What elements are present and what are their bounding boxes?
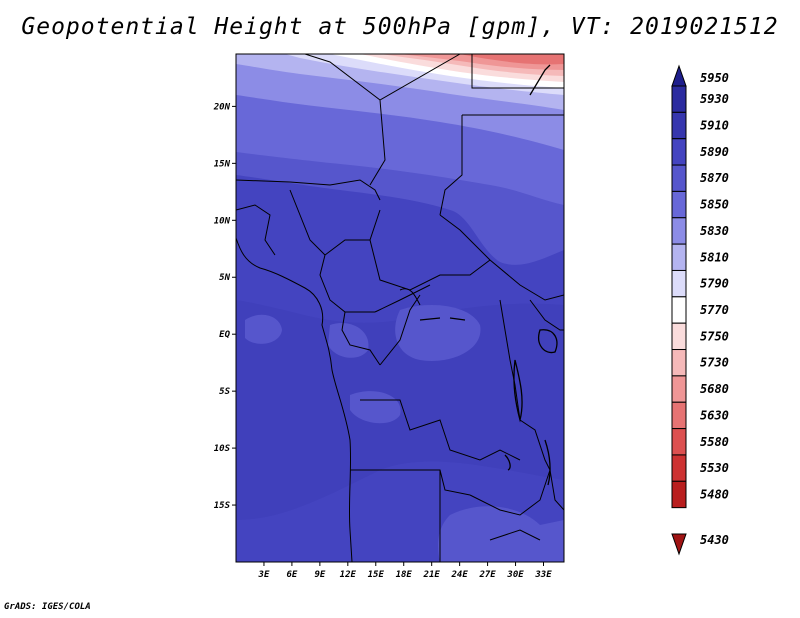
country-borders: [236, 54, 564, 562]
lakes: [419, 64, 558, 486]
lon-tick-label: 9E: [314, 570, 325, 580]
border-small-1: [399, 288, 421, 306]
lon-tick-label: 33E: [534, 570, 552, 580]
legend-label: 5680: [700, 382, 729, 396]
border-congo-drc: [379, 294, 421, 366]
field-blob-a: [245, 314, 282, 344]
legend-swatch: [671, 322, 687, 351]
lat-tick-label: 5S: [219, 387, 230, 397]
height-field: [236, 54, 564, 562]
map-frame: [235, 53, 565, 563]
border-drc-east: [499, 299, 521, 421]
lat-tick-label: EQ: [219, 330, 230, 340]
border-gabon: [341, 311, 381, 366]
legend-swatch: [671, 269, 687, 298]
lat-tick-label: 20N: [213, 102, 231, 112]
lon-tick-label: 12E: [340, 570, 357, 580]
border-chad-sudan: [439, 115, 463, 216]
legend-swatch: [671, 190, 687, 219]
legend-swatch: [671, 401, 687, 430]
legend-swatch: [671, 454, 687, 482]
grads-credit: GrADS: IGES/COLA: [4, 602, 91, 612]
legend-label: 5870: [700, 171, 729, 185]
lon-tick-label: 21E: [423, 570, 441, 580]
lat-tick-label: 10S: [214, 444, 231, 454]
border-congo-car: [374, 284, 431, 313]
border-car: [369, 239, 491, 291]
lake-malawi: [544, 439, 551, 486]
legend-label: 5810: [700, 250, 729, 264]
border-kenya: [529, 299, 564, 331]
river-marks: [419, 317, 466, 321]
lat-tick-label: 15N: [214, 159, 231, 169]
legend-swatch: [671, 217, 687, 245]
lake-tanganyika: [513, 359, 523, 421]
field-band-5630: [460, 54, 564, 65]
border-angola-drc: [360, 399, 521, 461]
legend-label: 5430: [700, 533, 729, 547]
border-egypt-libya: [471, 54, 564, 89]
legend-swatch: [671, 85, 687, 113]
red-sea-coast: [529, 64, 551, 96]
legend-label: 5580: [700, 435, 729, 449]
lon-tick-label: 3E: [258, 570, 270, 580]
lat-tick-label: 5N: [219, 273, 230, 283]
legend-swatch: [671, 138, 687, 166]
latitude-axis: 20N 15N 10N 5N EQ 5S 10S 15S: [213, 102, 236, 511]
lon-tick-label: 6E: [286, 570, 297, 580]
border-zambia: [469, 469, 551, 516]
lon-tick-label: 24E: [451, 570, 469, 580]
legend-label: 5480: [700, 487, 729, 501]
legend-label: 5630: [700, 408, 729, 422]
legend-swatch: [671, 111, 687, 140]
legend-label: 5750: [700, 329, 729, 343]
border-cameroon: [319, 254, 375, 313]
legend-label: 5530: [700, 461, 729, 475]
lon-tick-label: 27E: [478, 570, 496, 580]
legend-swatch: [671, 349, 687, 377]
border-tanzania-moz: [519, 419, 564, 511]
legend-label: 5950: [700, 71, 729, 85]
coastline-west: [236, 237, 353, 562]
color-legend: 5950 5930 5910 5890 5870 5850 5830 5810 5790 5770…: [671, 64, 729, 556]
field-blob-d: [350, 391, 401, 424]
legend-swatch: [671, 428, 687, 456]
lon-tick-label: 18E: [396, 570, 413, 580]
border-nigeria-niger: [289, 189, 326, 256]
legend-swatch: [671, 296, 687, 324]
border-west-1: [236, 204, 276, 256]
border-angola-namibia: [350, 469, 471, 496]
border-libya: [379, 54, 461, 101]
legend-swatch: [671, 164, 687, 192]
field-blob-south: [438, 506, 564, 562]
map-title: Geopotential Height at 500hPa [gpm], VT:…: [21, 14, 779, 40]
legend-label: 5830: [700, 224, 729, 238]
lat-tick-label: 15S: [214, 501, 231, 511]
lon-tick-label: 15E: [368, 570, 385, 580]
longitude-axis: 3E 6E 9E 12E 15E 18E 21E 24E 27E 30E 33E: [258, 562, 552, 580]
field-blob-b: [328, 322, 369, 358]
lon-tick-label: 30E: [506, 570, 524, 580]
legend-swatch: [671, 480, 687, 509]
legend-label: 5770: [700, 303, 729, 317]
legend-label: 5790: [700, 277, 729, 291]
lake-victoria: [538, 329, 558, 354]
legend-label: 5910: [700, 119, 729, 133]
legend-label: 5930: [700, 92, 729, 106]
border-sahel-1: [236, 179, 381, 201]
border-nigeria-chad: [324, 209, 381, 256]
legend-swatch: [671, 243, 687, 271]
border-zimbabwe: [489, 529, 541, 541]
lat-tick-label: 10N: [214, 216, 231, 226]
border-south-sudan: [439, 214, 564, 301]
legend-label: 5890: [700, 145, 729, 159]
lake-kariba: [504, 454, 511, 471]
legend-label: 5850: [700, 198, 729, 212]
legend-label: 5730: [700, 356, 729, 370]
legend-swatch: [671, 375, 687, 403]
legend-swatch: [671, 64, 687, 87]
legend-swatch: [671, 533, 687, 556]
